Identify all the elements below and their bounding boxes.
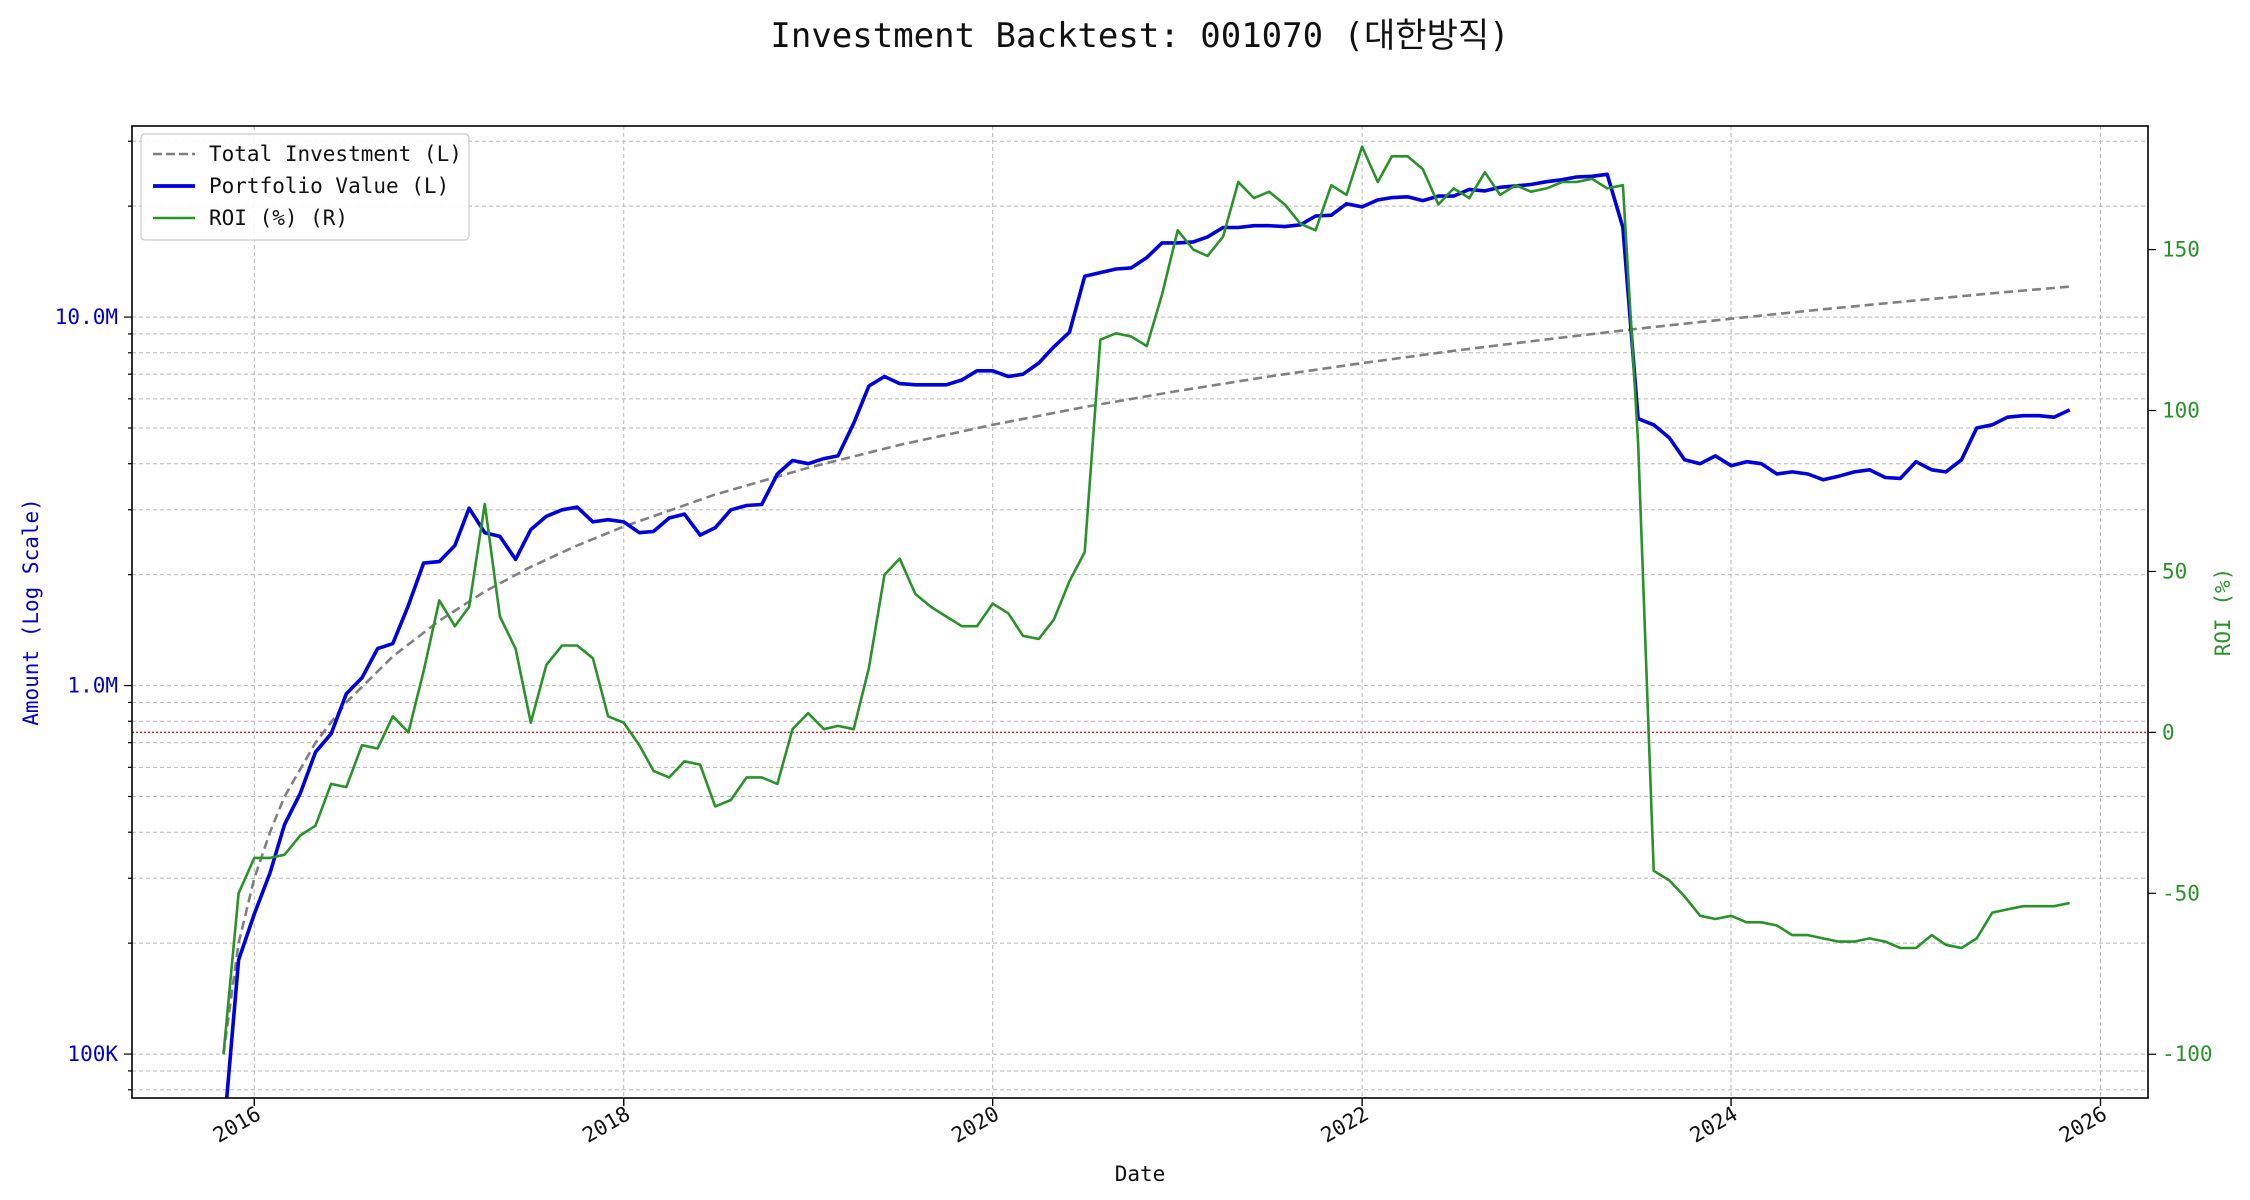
roi-line bbox=[222, 145, 2070, 1055]
series-layer bbox=[222, 145, 2071, 1098]
y-left-tick-label: 100K bbox=[67, 1042, 118, 1066]
y-left-tick-label: 10.0M bbox=[55, 305, 118, 329]
y-left-axis-title: Amount (Log Scale) bbox=[19, 498, 43, 726]
y-right-tick-label: 0 bbox=[2162, 720, 2175, 744]
legend-box bbox=[140, 133, 470, 241]
legend: Total Investment (L) Portfolio Value (L)… bbox=[140, 133, 470, 241]
series-group bbox=[222, 145, 2071, 1098]
y-right-tick-label: -100 bbox=[2162, 1042, 2213, 1066]
chart-title: Investment Backtest: 001070 (대한방직) bbox=[770, 16, 1509, 56]
y-right-tick-label: 100 bbox=[2162, 399, 2200, 423]
y-right-tick-label: 50 bbox=[2162, 559, 2187, 583]
plot-frame bbox=[131, 125, 2149, 1099]
y-right-axis-title: ROI (%) bbox=[2211, 568, 2235, 657]
legend-label-portfolio-value: Portfolio Value (L) bbox=[209, 174, 449, 198]
grid bbox=[132, 126, 2148, 1098]
total-investment-line bbox=[222, 285, 2070, 1055]
x-axis-title: Date bbox=[1115, 1162, 1166, 1186]
y-right-tick-label: 150 bbox=[2162, 238, 2200, 262]
y-left-axis: 100K 1.0M 10.0M bbox=[55, 140, 132, 1091]
legend-label-roi: ROI (%) (R) bbox=[209, 206, 348, 230]
y-right-axis: -100 -50 0 50 100 150 bbox=[2148, 238, 2213, 1066]
legend-label-total-investment: Total Investment (L) bbox=[209, 142, 462, 166]
y-right-tick-label: -50 bbox=[2162, 881, 2200, 905]
portfolio-value-line bbox=[224, 172, 2071, 1098]
y-left-tick-label: 1.0M bbox=[67, 674, 118, 698]
